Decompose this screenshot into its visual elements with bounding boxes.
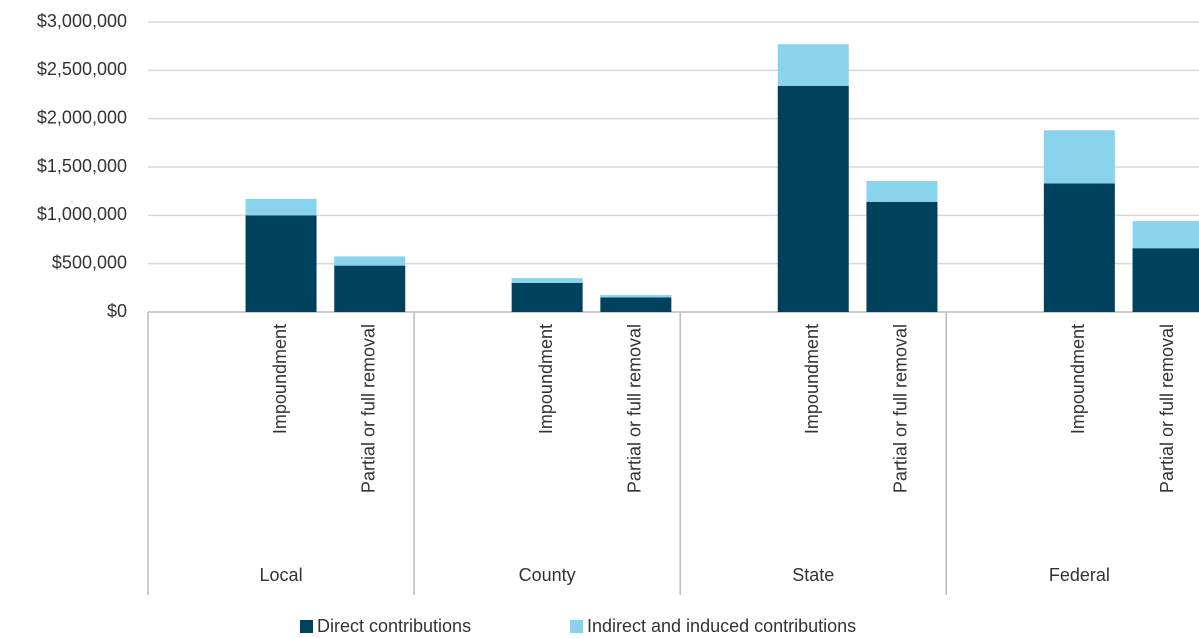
bar-segment	[777, 44, 849, 86]
y-tick-label: $2,500,000	[37, 59, 127, 79]
y-tick-label: $1,500,000	[37, 156, 127, 176]
bar-segment	[334, 256, 406, 266]
group-label: Local	[260, 565, 303, 585]
legend-swatch	[570, 620, 583, 633]
x-tick-label: Impoundment	[270, 324, 290, 434]
bar-segment	[245, 215, 317, 312]
bar-segment	[1043, 130, 1115, 184]
y-tick-label: $2,000,000	[37, 107, 127, 127]
x-tick-label: Partial or full removal	[1157, 324, 1177, 493]
bar-segment	[777, 85, 849, 312]
legend-label: Direct contributions	[317, 616, 471, 636]
bar-segment	[600, 295, 672, 298]
x-tick-label: Impoundment	[1068, 324, 1088, 434]
bar-segment	[1132, 221, 1199, 249]
x-tick-label: Impoundment	[802, 324, 822, 434]
bar-segment	[1132, 248, 1199, 312]
y-tick-label: $1,000,000	[37, 204, 127, 224]
bar-segment	[245, 198, 317, 216]
x-tick-label: Partial or full removal	[625, 324, 645, 493]
x-tick-label: Impoundment	[536, 324, 556, 434]
group-label: Federal	[1049, 565, 1110, 585]
bar-segment	[511, 278, 583, 283]
bar-segment	[334, 265, 406, 312]
bar-segment	[1043, 183, 1115, 312]
legend-label: Indirect and induced contributions	[587, 616, 856, 636]
group-label: State	[792, 565, 834, 585]
x-tick-label: Partial or full removal	[359, 324, 379, 493]
bar-segment	[511, 283, 583, 312]
y-tick-label: $500,000	[52, 252, 127, 272]
y-tick-label: $0	[107, 301, 127, 321]
legend-swatch	[300, 620, 313, 633]
y-tick-label: $3,000,000	[37, 11, 127, 31]
bar-segment	[866, 201, 938, 312]
x-tick-label: Partial or full removal	[891, 324, 911, 493]
bar-segment	[866, 181, 938, 202]
group-label: County	[519, 565, 576, 585]
bar-segment	[600, 297, 672, 312]
